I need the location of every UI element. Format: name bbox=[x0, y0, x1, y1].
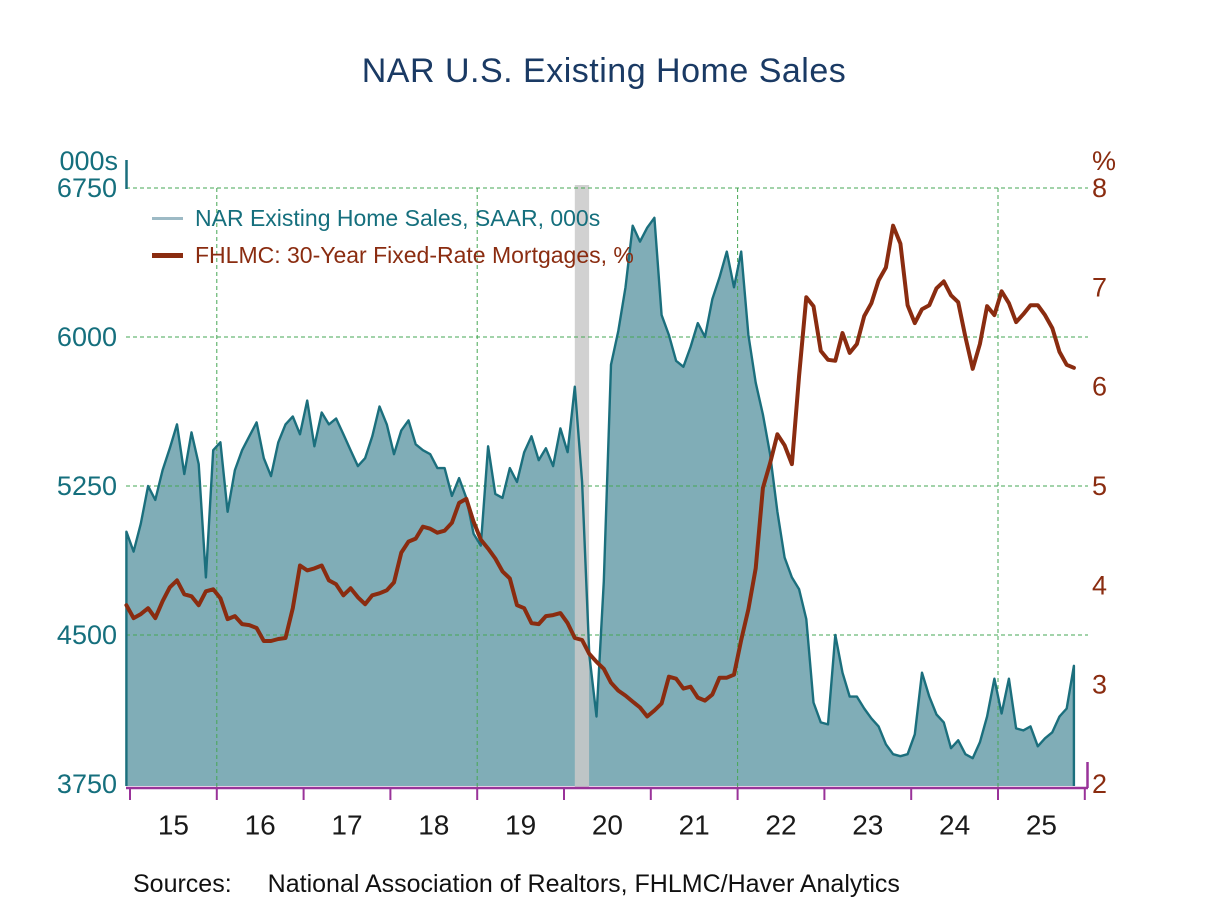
chart-legend: NAR Existing Home Sales, SAAR, 000s FHLM… bbox=[152, 204, 634, 269]
x-tick-label-17: 17 bbox=[331, 810, 362, 841]
x-tick-label-15: 15 bbox=[158, 810, 189, 841]
sales-series-swatch-icon bbox=[152, 216, 183, 220]
x-tick-label-16: 16 bbox=[245, 810, 276, 841]
mortgage-rate-line bbox=[124, 223, 1076, 719]
left-tick-label-3750: 3750 bbox=[57, 769, 117, 799]
x-tick-label-19: 19 bbox=[505, 810, 536, 841]
left-tick-label-6750: 6750 bbox=[57, 173, 117, 203]
x-tick-label-21: 21 bbox=[679, 810, 710, 841]
right-tick-label-4: 4 bbox=[1092, 570, 1107, 600]
right-tick-label-5: 5 bbox=[1092, 471, 1107, 501]
right-tick-label-3: 3 bbox=[1092, 670, 1107, 700]
x-tick-label-20: 20 bbox=[592, 810, 623, 841]
x-tick-label-22: 22 bbox=[765, 810, 796, 841]
x-tick-label-24: 24 bbox=[939, 810, 970, 841]
right-tick-label-7: 7 bbox=[1092, 272, 1107, 302]
left-tick-label-4500: 4500 bbox=[57, 620, 117, 650]
x-tick-label-23: 23 bbox=[852, 810, 883, 841]
mortgage-series-swatch-icon bbox=[152, 252, 183, 258]
x-tick-label-25: 25 bbox=[1026, 810, 1057, 841]
left-tick-label-6000: 6000 bbox=[57, 322, 117, 352]
legend-label-sales: NAR Existing Home Sales, SAAR, 000s bbox=[195, 204, 601, 231]
left-axis-unit-label: 000s bbox=[59, 146, 118, 176]
legend-label-mortgage: FHLMC: 30-Year Fixed-Rate Mortgages, % bbox=[195, 241, 634, 268]
right-axis-unit-label: % bbox=[1092, 146, 1117, 176]
right-tick-label-6: 6 bbox=[1092, 372, 1107, 402]
right-tick-label-2: 2 bbox=[1092, 769, 1107, 799]
left-tick-label-5250: 5250 bbox=[57, 471, 117, 501]
legend-item-mortgage: FHLMC: 30-Year Fixed-Rate Mortgages, % bbox=[152, 241, 634, 269]
x-tick-label-18: 18 bbox=[418, 810, 449, 841]
sales-area-fill bbox=[126, 217, 1074, 787]
chart-title: NAR U.S. Existing Home Sales bbox=[361, 52, 847, 90]
right-tick-label-8: 8 bbox=[1092, 173, 1107, 203]
legend-item-sales: NAR Existing Home Sales, SAAR, 000s bbox=[152, 204, 634, 232]
sources-text: National Association of Realtors, FHLMC/… bbox=[267, 870, 900, 898]
sources-prefix: Sources: bbox=[133, 870, 232, 898]
sources-note: Sources: National Association of Realtors… bbox=[133, 870, 900, 899]
sales-series-line bbox=[125, 216, 1076, 786]
